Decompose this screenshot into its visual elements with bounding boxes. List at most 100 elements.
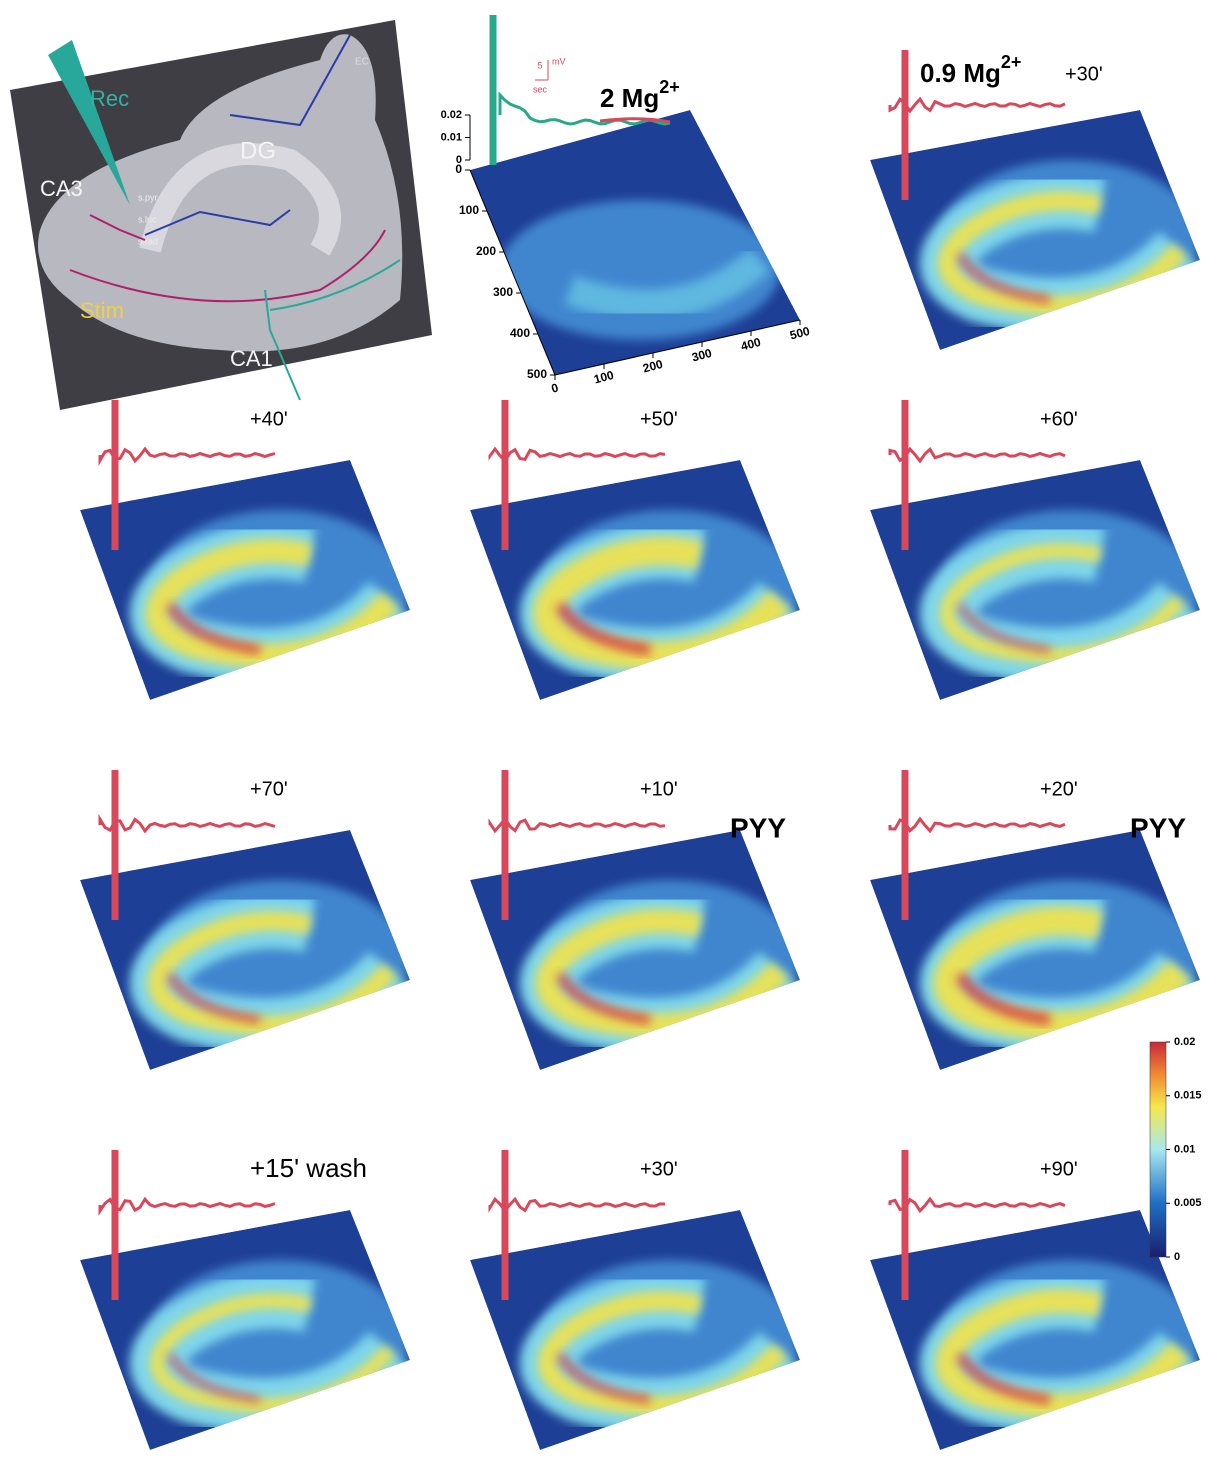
heatmap [870, 460, 1200, 700]
time-label: +90' [1040, 1158, 1078, 1180]
time-label: +30' [640, 1158, 678, 1180]
panel: +40' [80, 400, 410, 700]
heatmap [80, 1210, 410, 1450]
time-label: +10' [640, 778, 678, 800]
label-text: 2 Mg [600, 83, 659, 113]
heat-band [556, 1352, 651, 1404]
x-tick-label: 100 [592, 368, 615, 387]
time-label: +15' wash [250, 1153, 367, 1183]
x-tick-label: 400 [739, 335, 762, 354]
heat-band [555, 601, 651, 656]
heatmap [470, 830, 800, 1070]
axis [554, 319, 801, 376]
panel: +15' wash [80, 1150, 410, 1450]
panel: 010020030040050001002003004005000.020.01… [441, 15, 812, 396]
heatmap [470, 1210, 800, 1450]
colorbar-tick-label: 0 [1174, 1251, 1180, 1263]
time-label: +50' [640, 408, 678, 430]
heat-band [957, 603, 1051, 653]
panel: +90' [870, 1150, 1200, 1450]
trace [98, 1196, 276, 1216]
slice-label: CA3 [40, 176, 83, 201]
heat-band [165, 602, 261, 655]
y-tick-label: 500 [527, 367, 547, 381]
slice-label: CA1 [230, 346, 273, 371]
heat-band [166, 972, 261, 1024]
y-tick-label: 0 [455, 162, 462, 176]
layer-label: s.rad [138, 236, 158, 246]
slice-label: Rec [90, 86, 129, 111]
heatmap [80, 460, 410, 700]
colorbar-tick-label: 0.005 [1174, 1197, 1202, 1209]
x-tick-label: 200 [641, 357, 664, 376]
heatmap [470, 460, 800, 700]
layer-label: s.luc [138, 214, 157, 224]
slice-image [10, 20, 432, 410]
label-sup: 2+ [1001, 52, 1022, 72]
panel: +60' [870, 400, 1200, 700]
trace [488, 816, 666, 834]
panel: +50' [470, 400, 800, 700]
label-text: 0.9 Mg [920, 58, 1001, 88]
heat-band [955, 971, 1051, 1026]
heatmap [870, 830, 1200, 1070]
heat-band [956, 252, 1051, 304]
trace [888, 96, 1066, 114]
x-tick-label: 0 [550, 380, 560, 395]
trace [98, 813, 276, 834]
time-label: +30' [1065, 63, 1103, 85]
panel: +70' [80, 770, 410, 1070]
layer-label: s.pyr [138, 192, 158, 202]
trace [888, 446, 1066, 464]
scale-bar [535, 60, 549, 81]
z-tick-label: 0.02 [441, 109, 462, 121]
time-label: +40' [250, 408, 288, 430]
time-label: +70' [250, 778, 288, 800]
drug-label: PYY [1130, 812, 1186, 843]
scale-time: sec [533, 84, 548, 94]
heatmap [870, 1210, 1200, 1450]
y-tick-label: 100 [459, 203, 479, 217]
trace [599, 117, 671, 124]
trace [488, 446, 666, 464]
slice-label: DG [240, 137, 276, 164]
scale-unit: mV [552, 56, 566, 66]
time-label: +20' [1040, 778, 1078, 800]
trace [98, 446, 276, 467]
panel-label: 0.9 Mg2+ [920, 52, 1021, 88]
panel: +10' PYY [470, 770, 800, 1070]
axis [469, 169, 556, 376]
heat-band [555, 972, 651, 1025]
heatmap [870, 110, 1200, 350]
panel: +30' [470, 1150, 800, 1450]
scale-amplitude: 5 [537, 60, 542, 70]
label-sup: 2+ [659, 77, 680, 97]
trace [888, 1196, 1066, 1214]
y-tick-label: 400 [510, 326, 530, 340]
colorbar-tick-label: 0.015 [1174, 1090, 1202, 1102]
drug-label: PYY [730, 812, 786, 843]
slice-label: Stim [80, 298, 124, 323]
heat-band [955, 1352, 1051, 1405]
x-tick-label: 300 [690, 346, 713, 365]
heatmap [80, 830, 410, 1070]
z-tick-label: 0.01 [441, 131, 462, 143]
y-tick-label: 200 [476, 244, 496, 258]
z-tick-label: 0 [456, 154, 462, 166]
panel-label: 2 Mg2+ [600, 77, 680, 113]
slice-label: EC [355, 57, 369, 68]
panel: +20' PYY [870, 770, 1200, 1070]
heat-band [167, 1353, 261, 1403]
colorbar: 0.02 0.015 0.01 0.005 0 [1149, 1036, 1202, 1263]
x-tick-label: 500 [788, 324, 811, 343]
colorbar-tick-label: 0.01 [1174, 1143, 1195, 1155]
time-label: +60' [1040, 408, 1078, 430]
panel: 0.9 Mg2+ +30' [870, 50, 1200, 350]
y-tick-label: 300 [493, 285, 513, 299]
trace [498, 91, 671, 126]
colorbar-gradient [1149, 1041, 1167, 1258]
heat-band [564, 248, 770, 320]
trace [888, 816, 1066, 834]
